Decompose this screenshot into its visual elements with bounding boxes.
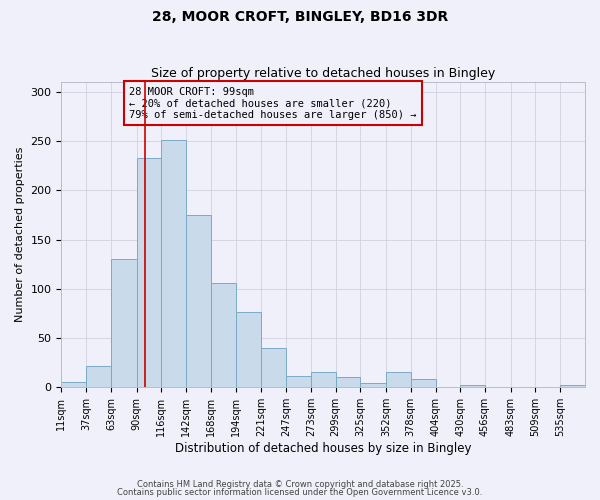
Bar (61, 382, 86, 388)
Bar (211, 283, 236, 388)
Text: Contains HM Land Registry data © Crown copyright and database right 2025.: Contains HM Land Registry data © Crown c… (137, 480, 463, 489)
Bar (262, 348, 286, 388)
Bar (361, 384, 386, 388)
Bar (236, 312, 262, 388)
Bar (560, 386, 585, 388)
Bar (161, 140, 186, 388)
Bar (286, 376, 311, 388)
Y-axis label: Number of detached properties: Number of detached properties (15, 147, 25, 322)
X-axis label: Distribution of detached houses by size in Bingley: Distribution of detached houses by size … (175, 442, 472, 455)
Bar (335, 378, 361, 388)
Text: 28 MOOR CROFT: 99sqm
← 20% of detached houses are smaller (220)
79% of semi-deta: 28 MOOR CROFT: 99sqm ← 20% of detached h… (130, 86, 417, 120)
Bar (460, 386, 485, 388)
Bar (311, 372, 335, 388)
Bar (386, 372, 411, 388)
Bar (137, 158, 161, 388)
Bar (411, 380, 436, 388)
Bar (111, 260, 137, 388)
Title: Size of property relative to detached houses in Bingley: Size of property relative to detached ho… (151, 66, 496, 80)
Bar (86, 366, 111, 388)
Bar (186, 215, 211, 388)
Text: 28, MOOR CROFT, BINGLEY, BD16 3DR: 28, MOOR CROFT, BINGLEY, BD16 3DR (152, 10, 448, 24)
Text: Contains public sector information licensed under the Open Government Licence v3: Contains public sector information licen… (118, 488, 482, 497)
